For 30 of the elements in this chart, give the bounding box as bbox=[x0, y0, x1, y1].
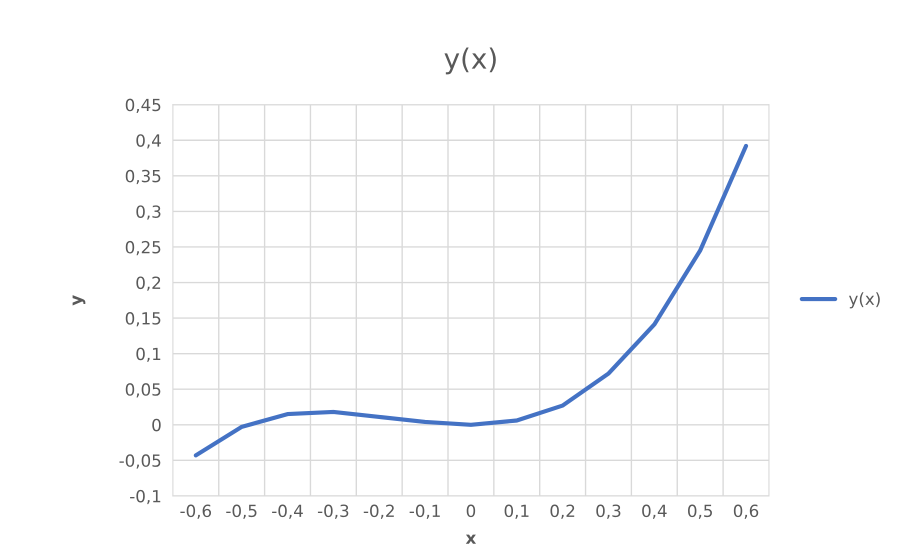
y-tick-label: 0,1 bbox=[136, 348, 160, 362]
x-axis-title: x bbox=[466, 534, 476, 544]
y-tick-label: 0,35 bbox=[126, 170, 160, 184]
y-tick-label: 0,2 bbox=[136, 276, 160, 291]
y-tick-label: 0,25 bbox=[126, 240, 160, 256]
x-tick-label: 0,4 bbox=[642, 504, 667, 519]
x-tick-label: -0,2 bbox=[364, 504, 394, 519]
x-tick-label: -0,6 bbox=[180, 504, 212, 519]
x-tick-label: -0,5 bbox=[226, 504, 256, 519]
x-tick-label: 0,1 bbox=[504, 504, 528, 519]
y-axis-title: y bbox=[72, 295, 86, 306]
x-tick-label: 0,2 bbox=[550, 504, 574, 519]
x-tick-label: 0,3 bbox=[596, 504, 620, 519]
y-tick-label: 0,45 bbox=[126, 98, 160, 113]
x-tick-label: 0,6 bbox=[734, 504, 758, 519]
y-tick-label: 0,3 bbox=[136, 205, 160, 220]
y-tick-label: 0,05 bbox=[126, 383, 160, 398]
x-tick-label: -0,1 bbox=[410, 504, 440, 519]
y-tick-label: 0,15 bbox=[126, 312, 160, 326]
x-tick-label: -0,3 bbox=[318, 504, 348, 519]
chart-title: y(x) bbox=[444, 48, 496, 74]
y-tick-label: 0,4 bbox=[136, 134, 161, 149]
y-tick-label: 0 bbox=[152, 418, 161, 432]
legend-label: y(x) bbox=[848, 292, 880, 308]
x-tick-label: -0,4 bbox=[272, 504, 303, 519]
x-tick-label: 0 bbox=[466, 504, 476, 518]
y-tick-label: -0,1 bbox=[130, 490, 160, 504]
line-series bbox=[194, 144, 748, 458]
y-tick-label: -0,05 bbox=[119, 454, 160, 469]
x-tick-label: 0,5 bbox=[688, 504, 712, 519]
